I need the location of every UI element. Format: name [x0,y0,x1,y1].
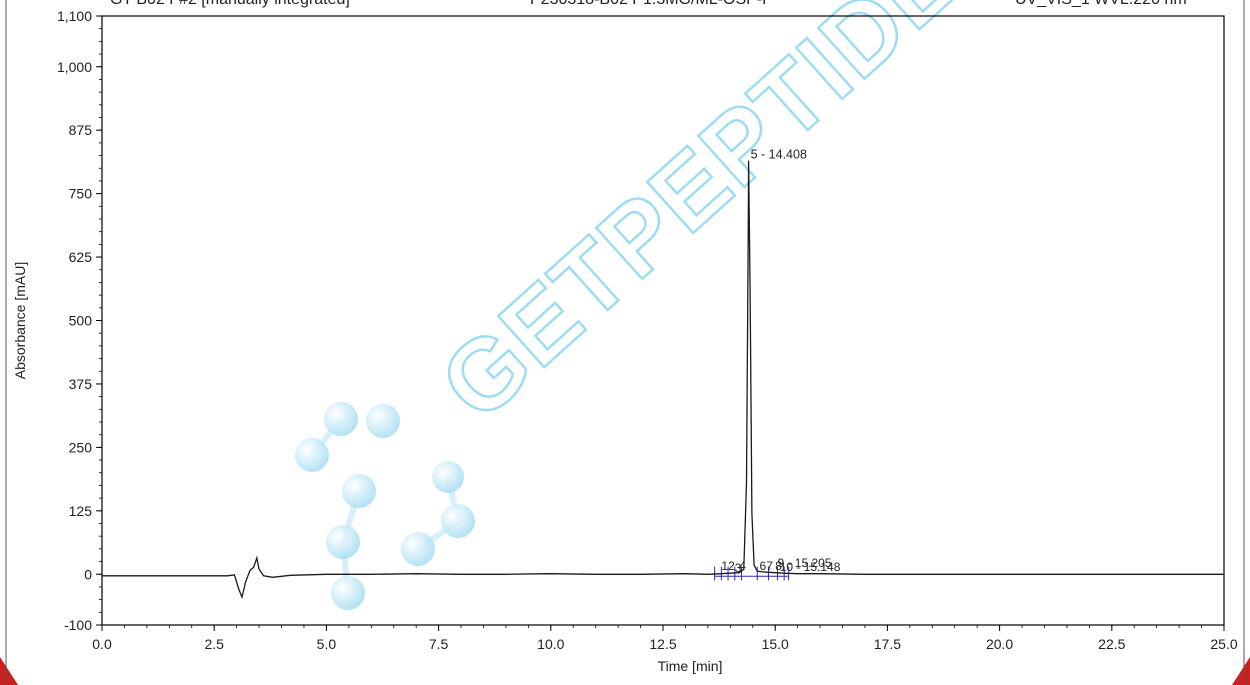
y-tick-label: 0 [84,566,92,582]
y-tick-label: 500 [69,313,93,329]
x-tick-label: 7.5 [429,636,449,652]
y-tick-label: 625 [69,249,93,265]
x-tick-label: 2.5 [204,636,224,652]
y-tick-label: 875 [69,122,93,138]
watermark-atom [342,474,376,508]
x-tick-label: 5.0 [317,636,337,652]
x-tick-label: 20.0 [986,636,1013,652]
y-tick-label: 1,100 [57,8,92,24]
watermark-atom [324,402,358,436]
y-tick-label: 375 [69,376,93,392]
x-tick-label: 25.0 [1210,636,1237,652]
x-tick-label: 0.0 [92,636,112,652]
y-tick-label: -100 [64,617,92,633]
y-tick-label: 1,000 [57,59,92,75]
watermark-text: GETPEPTIDES [420,0,1032,441]
x-tick-label: 15.0 [762,636,789,652]
watermark-atom [432,461,464,493]
x-tick-label: 10.0 [537,636,564,652]
plot-frame [102,16,1224,625]
y-tick-label: 750 [69,186,93,202]
corner-mark-right [1232,657,1250,685]
watermark-atom [331,576,365,610]
corner-mark-left [0,657,18,685]
y-tick-label: 125 [69,503,93,519]
watermark-atom [326,525,360,559]
watermark-atom [401,532,435,566]
x-tick-label: 12.5 [649,636,676,652]
minor-peak-label: 7 [766,559,773,573]
watermark-atom [366,404,400,438]
y-axis-title: Absorbance [mAU] [12,262,28,380]
minor-peak-label: 4 [739,559,746,573]
watermark-atom [295,438,329,472]
y-tick-label: 250 [69,439,93,455]
peak-label: 5 - 14.408 [751,148,807,162]
x-tick-label: 17.5 [874,636,901,652]
watermark-atom [441,504,475,538]
x-axis-title: Time [min] [658,658,723,674]
minor-peak-label: 10 - 15.148 [780,560,841,574]
x-tick-label: 22.5 [1098,636,1125,652]
